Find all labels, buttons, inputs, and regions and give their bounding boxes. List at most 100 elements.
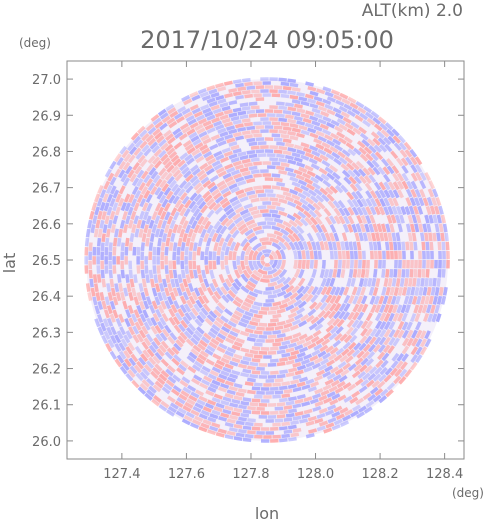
radar-cell [308,322,318,331]
radar-cell [347,363,357,372]
radar-cell [359,132,369,141]
radar-cell [231,212,241,221]
radar-cell [247,430,256,435]
radar-cell [215,336,225,344]
radar-cell [314,387,324,395]
radar-cell [308,209,318,219]
radar-cell [132,135,142,145]
radar-cell [244,310,254,317]
x-axis-label: lon [255,504,279,521]
radar-cell [209,282,217,293]
radar-cell [276,361,286,367]
radar-cell [395,360,404,370]
radar-cell [257,221,267,226]
radar-cell [389,268,394,278]
radar-cell [122,177,131,187]
radar-cell [363,175,372,184]
radar-cell [208,201,217,211]
radar-cell [317,201,326,210]
radar-cell [138,283,144,293]
radar-cell [267,193,276,198]
radar-cell [405,268,410,278]
radar-cell [362,167,371,176]
radar-cell [305,361,315,368]
radar-cell [208,251,213,261]
radar-cell [137,386,147,395]
radar-cell [306,170,316,178]
radar-cell [287,90,296,96]
radar-cell [112,246,117,256]
radar-cell [174,278,180,288]
radar-cell [251,304,261,311]
radar-cell [233,383,243,389]
radar-cell [224,265,231,275]
radar-cell [267,233,277,239]
radar-cell [195,299,204,309]
radar-cell [141,132,150,142]
radar-cell [230,157,240,163]
radar-cell [278,302,289,310]
radar-cell [231,313,241,321]
radar-cell [397,241,402,251]
radar-cell [341,250,346,260]
radar-cell [412,205,419,215]
radar-cell [380,359,389,369]
radar-cell [95,292,101,302]
x-tick-label: 127.6 [168,467,205,482]
radar-cell [364,335,373,345]
radar-cell [383,189,391,199]
radar-cell [181,108,191,116]
radar-cell [106,317,114,327]
radar-cell [171,346,180,355]
radar-cell [273,109,283,114]
radar-cell [169,110,179,119]
radar-cell [211,117,221,124]
radar-cell [235,420,245,426]
radar-cell [329,286,337,296]
radar-cell [168,242,174,251]
radar-cell [204,111,214,118]
radar-cell [121,149,130,159]
radar-cell [380,223,387,233]
radar-cell [197,353,207,362]
radar-cell [212,353,222,361]
radar-cell [152,246,157,256]
radar-cell [202,120,212,127]
radar-cell [222,172,232,180]
radar-cell [313,343,323,351]
radar-cell [403,277,409,287]
radar-cell [291,318,302,326]
radar-cell [188,311,197,321]
radar-cell [138,210,145,220]
radar-cell [228,100,238,106]
radar-cell [374,366,383,375]
radar-cell [130,313,138,323]
radar-cell [276,373,286,379]
radar-cell [154,228,161,238]
radar-cell [358,126,367,135]
radar-cell [276,153,285,159]
radar-cell [314,301,323,311]
radar-cell [128,194,135,204]
radar-cell [150,113,160,122]
radar-cell [339,407,349,414]
radar-cell [172,158,182,167]
radar-cell [177,159,186,168]
radar-cell [270,250,278,260]
radar-cell [334,368,344,376]
radar-cell [239,167,249,173]
radar-cell [409,268,414,278]
radar-cell [271,133,281,138]
radar-cell [305,420,315,427]
radar-cell [352,147,362,156]
radar-cell [136,193,144,204]
radar-cell [143,224,149,234]
radar-cell [142,309,149,319]
radar-cell [354,232,360,242]
radar-cell [356,241,362,251]
radar-cell [247,389,256,395]
radar-cell [227,320,237,328]
radar-cell [355,100,365,109]
radar-cell [211,160,221,168]
radar-cell [156,377,166,386]
